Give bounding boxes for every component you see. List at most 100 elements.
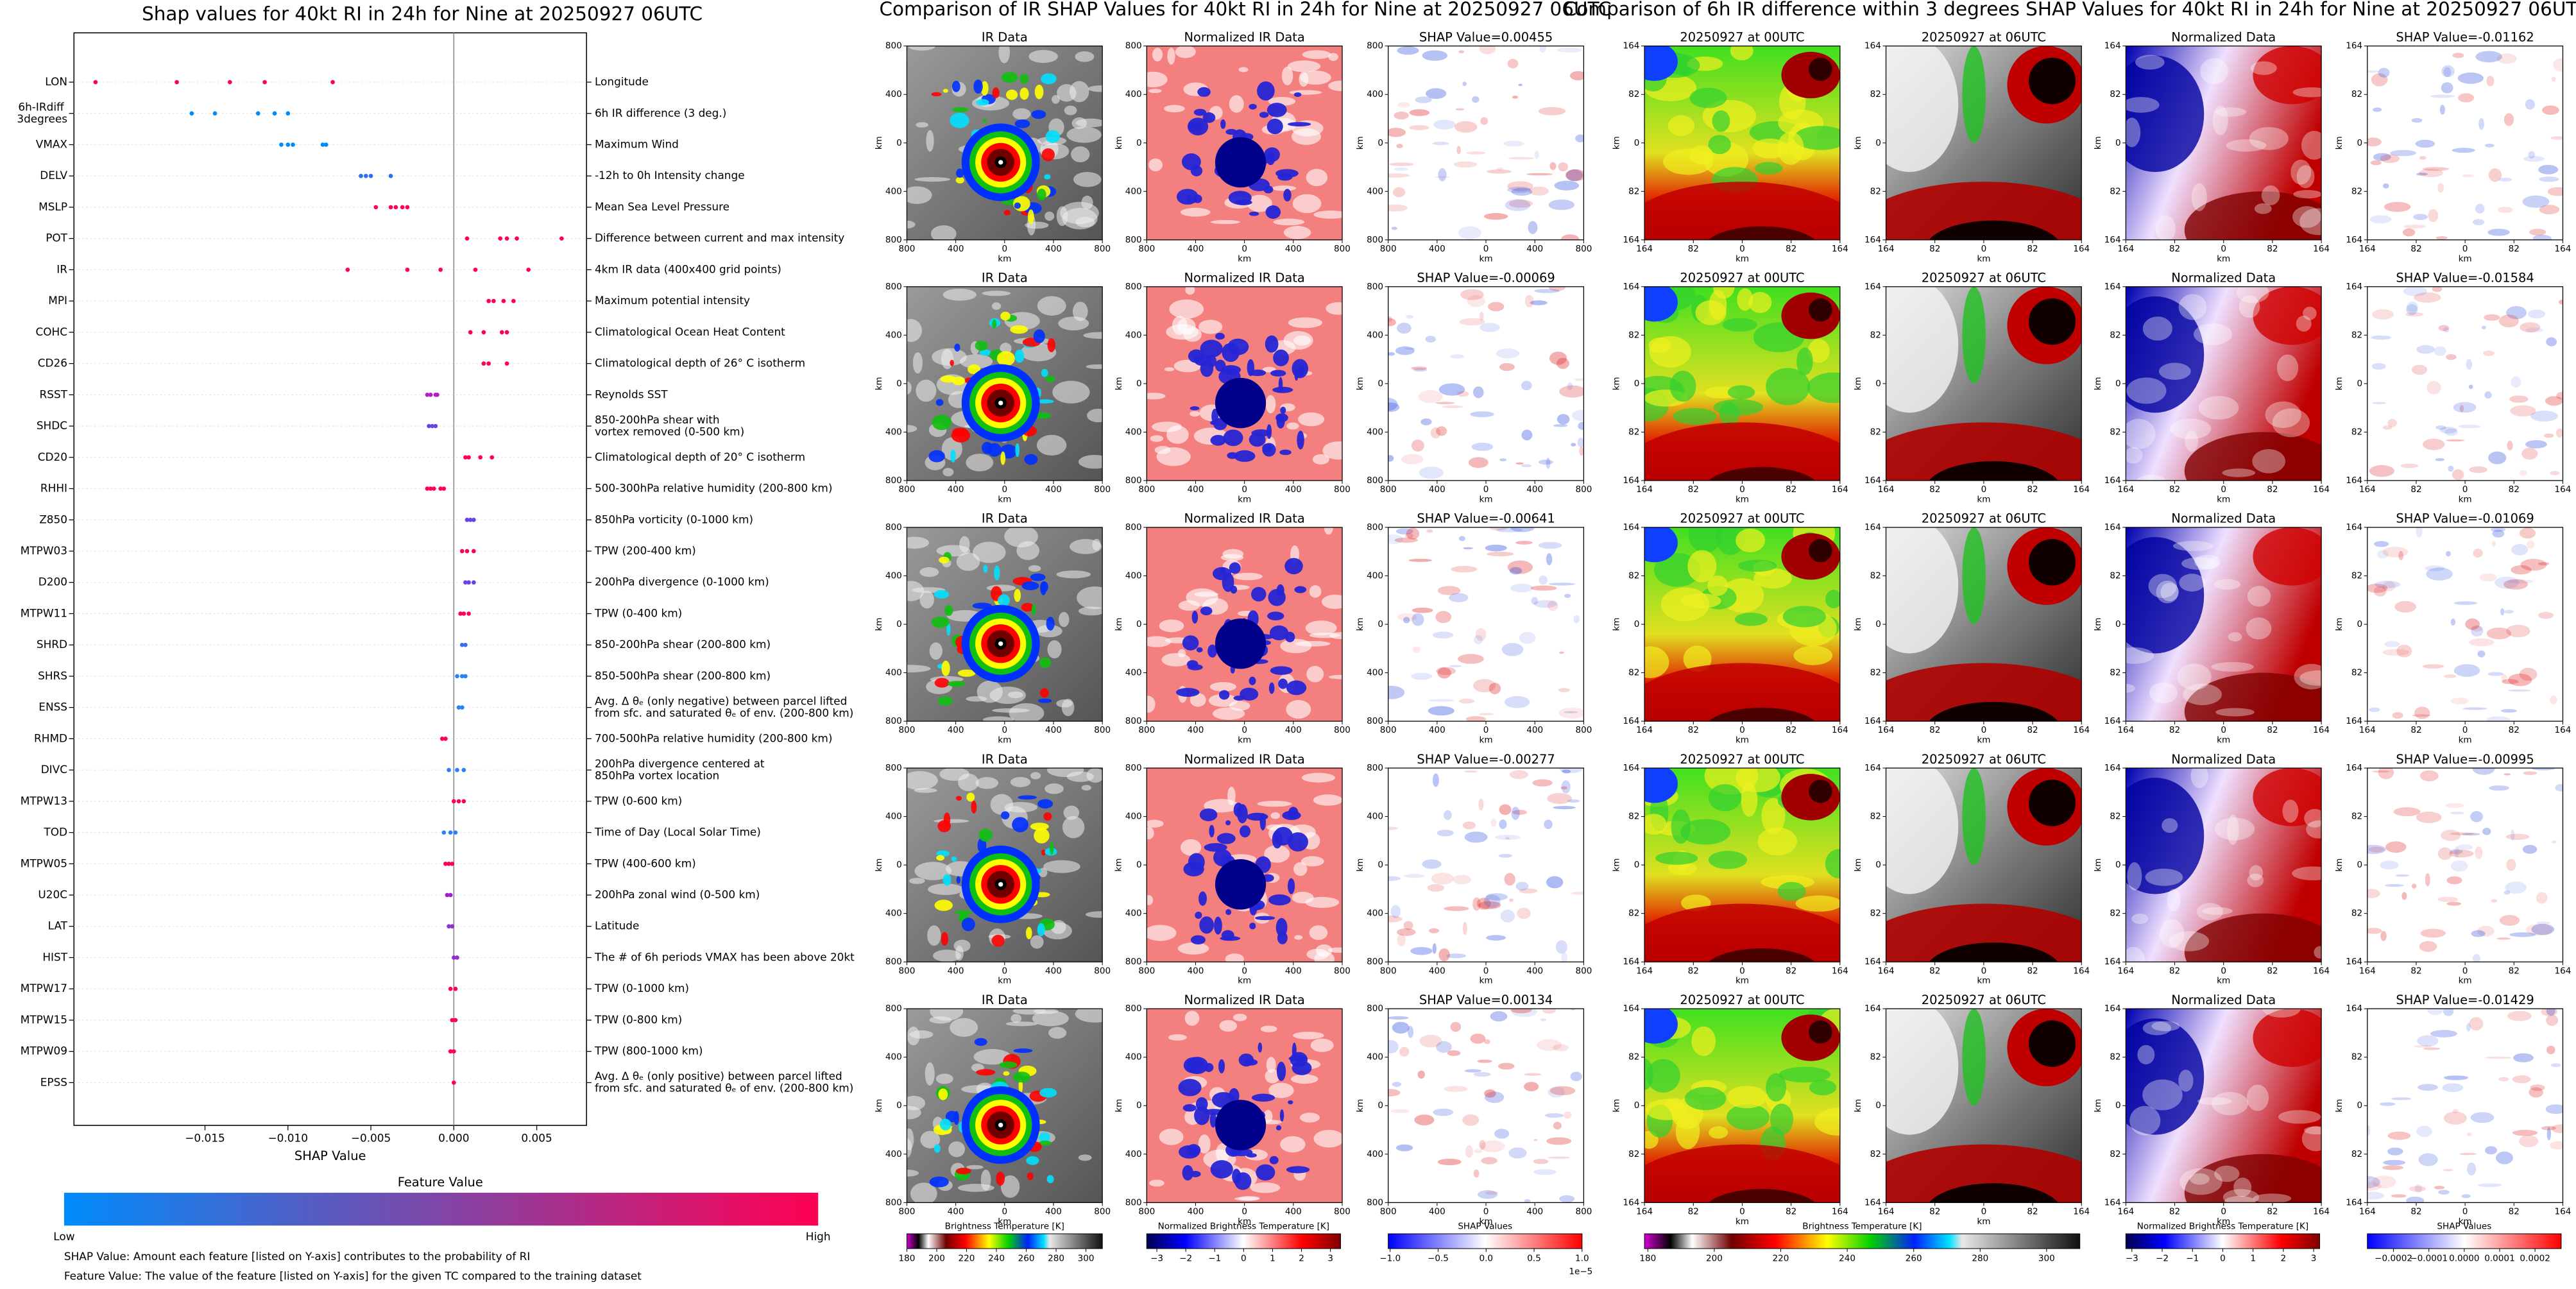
image-texture: [2228, 632, 2242, 642]
image-texture: [954, 910, 973, 914]
y-tick-label: 800: [1125, 522, 1142, 533]
image-texture: [1526, 173, 1553, 176]
image-texture: [1567, 799, 1580, 803]
image-texture: [2382, 1165, 2403, 1170]
y-tick-label: 400: [1367, 427, 1383, 437]
image-texture: [2261, 185, 2280, 205]
image-texture: [2126, 684, 2135, 693]
image-texture: [1388, 173, 1410, 178]
image-texture: [948, 1141, 966, 1157]
image-texture: [1149, 1179, 1164, 1187]
image-texture: [1004, 527, 1038, 548]
image-texture: [1032, 1011, 1069, 1027]
image-texture: [1528, 186, 1549, 196]
feature-description: Climatological Ocean Heat Content: [595, 325, 785, 338]
image-texture: [2135, 55, 2165, 70]
image-texture: [929, 1176, 949, 1188]
image-texture: [2539, 176, 2559, 182]
image-texture: [1279, 1109, 1284, 1122]
image-texture: [2458, 424, 2481, 429]
image-texture: [2423, 438, 2445, 450]
image-texture: [1270, 812, 1281, 819]
panel-title: SHAP Value=-0.01162: [2396, 30, 2534, 44]
y-tick-label: 0: [2357, 379, 2362, 389]
image-texture: [1411, 366, 1428, 370]
image-texture: [1047, 640, 1062, 659]
y-tick-label: 82: [1870, 330, 1881, 340]
image-texture: [919, 567, 939, 577]
image-texture: [1451, 565, 1478, 573]
image-texture: [1649, 336, 1691, 368]
image-texture: [992, 319, 997, 329]
image-texture: [1814, 1107, 1840, 1136]
image-texture: [979, 349, 991, 356]
image-texture: [1524, 1073, 1542, 1076]
y-tick-label: 0: [1136, 379, 1142, 389]
feature-description: 6h IR difference (3 deg.): [595, 107, 726, 119]
image-texture: [1404, 533, 1414, 539]
x-tick-label: 82: [2027, 725, 2038, 735]
image-texture: [1265, 205, 1281, 219]
image-texture: [1510, 583, 1533, 593]
image-texture: [1292, 194, 1322, 214]
image-texture: [2390, 149, 2417, 157]
image-texture: [2428, 209, 2439, 223]
image-texture: [1262, 443, 1276, 457]
image-texture: [1565, 169, 1584, 182]
y-tick-label: MTPW11: [21, 606, 67, 619]
image-texture: [2512, 1129, 2538, 1136]
image-texture: [1394, 537, 1418, 543]
image-texture: [1081, 785, 1091, 791]
x-tick-label: 0: [2462, 1206, 2468, 1216]
image-texture: [1199, 916, 1214, 934]
image-texture: [2179, 574, 2205, 592]
point: [459, 642, 465, 647]
y-axis-label: km: [2093, 136, 2103, 149]
image-texture: [1288, 878, 1295, 894]
y-tick-label: 0: [1634, 379, 1640, 389]
point: [430, 423, 435, 429]
point: [427, 423, 431, 429]
image-texture: [966, 1165, 984, 1170]
image-texture: [1009, 703, 1045, 722]
image-texture: [2500, 709, 2517, 713]
feature-description: TPW (0-400 km): [594, 606, 682, 619]
image-texture: [1575, 134, 1584, 142]
image-texture: [1287, 60, 1321, 73]
image-texture: [1281, 66, 1293, 85]
colorbar-tick-label: 200: [928, 1253, 945, 1263]
image-texture: [2538, 611, 2554, 619]
image-texture: [998, 641, 1003, 646]
image-texture: [1012, 1071, 1030, 1083]
image-texture: [1458, 226, 1481, 239]
y-tick-label: 82: [1628, 909, 1639, 919]
image-texture: [1929, 1183, 2058, 1203]
point: [388, 173, 393, 178]
point: [453, 986, 458, 991]
image-texture: [1202, 112, 1216, 123]
x-axis-label: km: [2217, 976, 2230, 986]
image-bg: [1388, 46, 1584, 240]
image-texture: [1388, 1039, 1399, 1054]
image-texture: [1433, 119, 1456, 130]
image-texture: [2278, 1110, 2321, 1124]
colorbar-tick-label: −1: [1208, 1253, 1221, 1263]
image-texture: [2459, 405, 2464, 413]
image-texture: [1390, 1109, 1410, 1113]
image-texture: [1475, 627, 1487, 641]
image-texture: [2247, 873, 2264, 887]
image-texture: [1280, 406, 1286, 414]
image-texture: [1458, 654, 1484, 664]
image-texture: [2382, 649, 2410, 656]
colorbar-label: SHAP Values: [2437, 1221, 2491, 1231]
x-axis-label: km: [2459, 735, 2472, 746]
panel-title: IR Data: [982, 271, 1028, 286]
image-texture: [1000, 451, 1006, 465]
x-tick-label: 164: [2313, 725, 2330, 735]
image-texture: [2507, 689, 2531, 692]
image-texture: [2301, 1126, 2322, 1152]
image-texture: [1059, 611, 1070, 627]
point: [388, 205, 393, 210]
image-texture: [1313, 1129, 1342, 1148]
image-texture: [2541, 1009, 2558, 1016]
